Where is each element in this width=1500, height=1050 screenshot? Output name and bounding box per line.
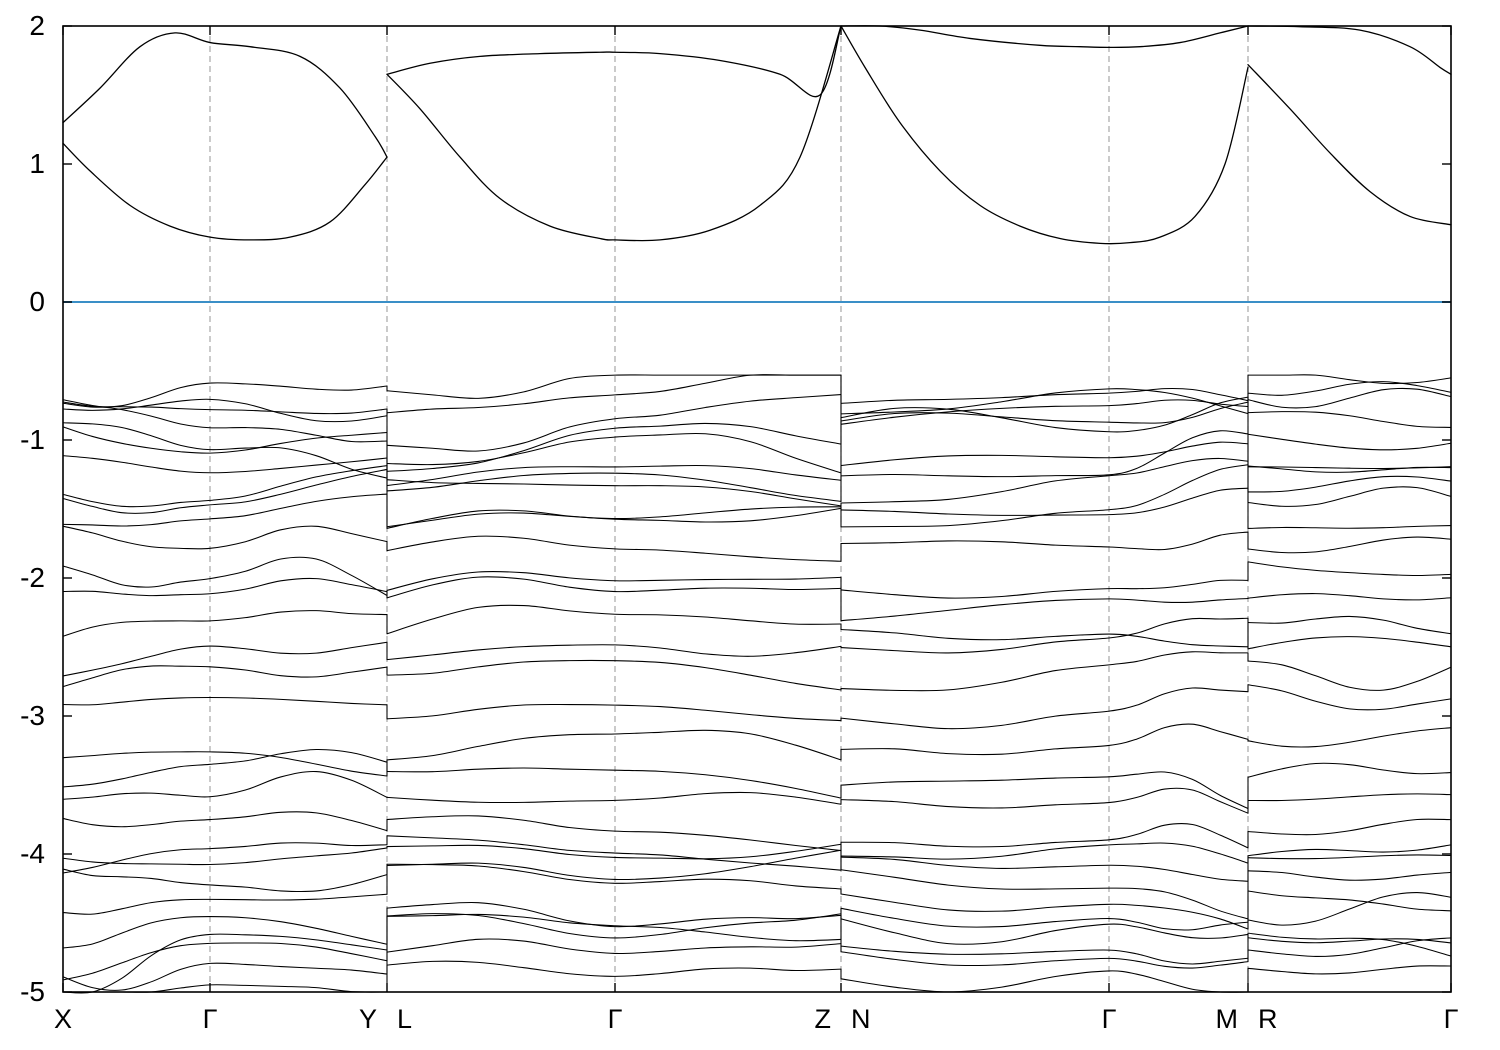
svg-text:Γ: Γ [1444, 1004, 1459, 1034]
svg-text:-1: -1 [20, 424, 45, 455]
svg-text:Γ: Γ [203, 1004, 218, 1034]
svg-text:-5: -5 [20, 976, 45, 1007]
svg-text:M: M [1216, 1004, 1239, 1034]
svg-text:N: N [851, 1004, 871, 1034]
svg-text:Y: Y [359, 1004, 377, 1034]
svg-text:Γ: Γ [608, 1004, 623, 1034]
svg-text:2: 2 [29, 10, 45, 41]
svg-text:0: 0 [29, 286, 45, 317]
svg-text:Γ: Γ [1102, 1004, 1117, 1034]
svg-text:1: 1 [29, 148, 45, 179]
svg-text:-4: -4 [20, 838, 45, 869]
svg-text:Z: Z [815, 1004, 832, 1034]
svg-text:-3: -3 [20, 700, 45, 731]
svg-text:R: R [1258, 1004, 1278, 1034]
svg-text:X: X [54, 1004, 72, 1034]
svg-text:L: L [397, 1004, 412, 1034]
svg-text:-2: -2 [20, 562, 45, 593]
